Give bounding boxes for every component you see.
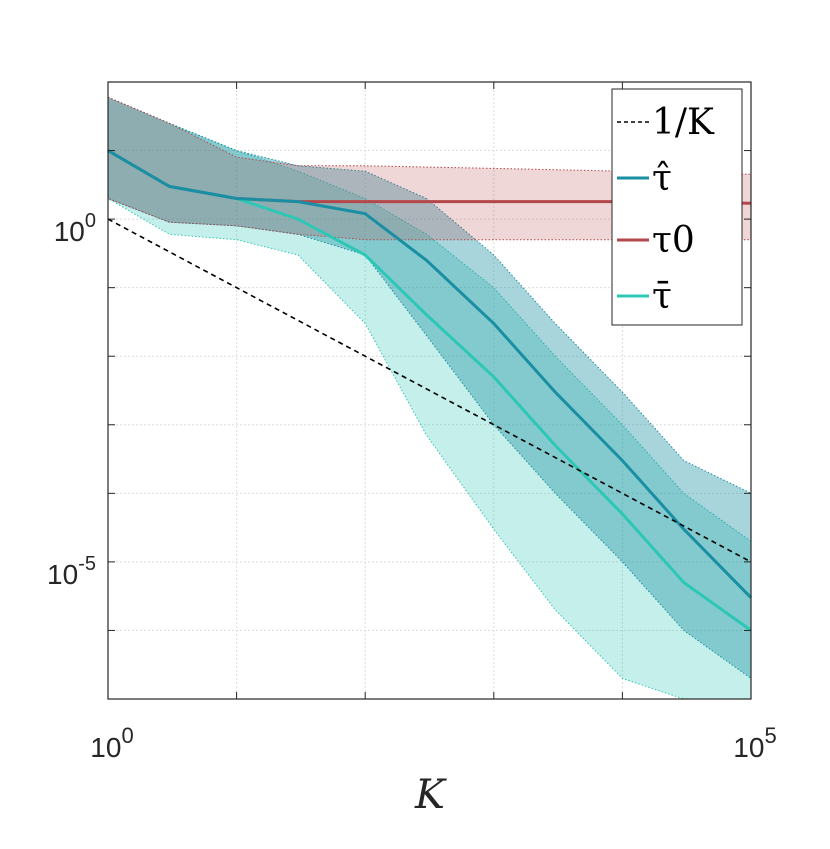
band-tau_hat: [107, 96, 752, 680]
band-tau_bar: [107, 96, 752, 700]
legend: 1/K τ̂ τ0 τ̄: [611, 88, 743, 326]
legend-label-tau0: τ0: [652, 220, 695, 261]
legend-label-tau_bar: τ̄: [652, 276, 672, 317]
series-lines: [107, 149, 753, 632]
legend-label-ref: 1/K: [652, 102, 715, 143]
x-tick-label: 100: [90, 723, 133, 763]
line-ref: [107, 218, 752, 563]
plot-frame: [107, 81, 752, 700]
x-tick-label: 105: [733, 723, 776, 763]
legend-label-tau_hat: τ̂: [652, 158, 672, 199]
legend-box: [611, 88, 743, 326]
y-tick-label: 100: [54, 210, 96, 247]
line-tau_hat: [107, 149, 753, 599]
tick-labels: 100 105 100 10-5: [47, 210, 777, 763]
axis-ticks: [107, 81, 752, 700]
y-tick-label: 10-5: [47, 553, 96, 590]
x-axis-label: K: [414, 772, 447, 818]
